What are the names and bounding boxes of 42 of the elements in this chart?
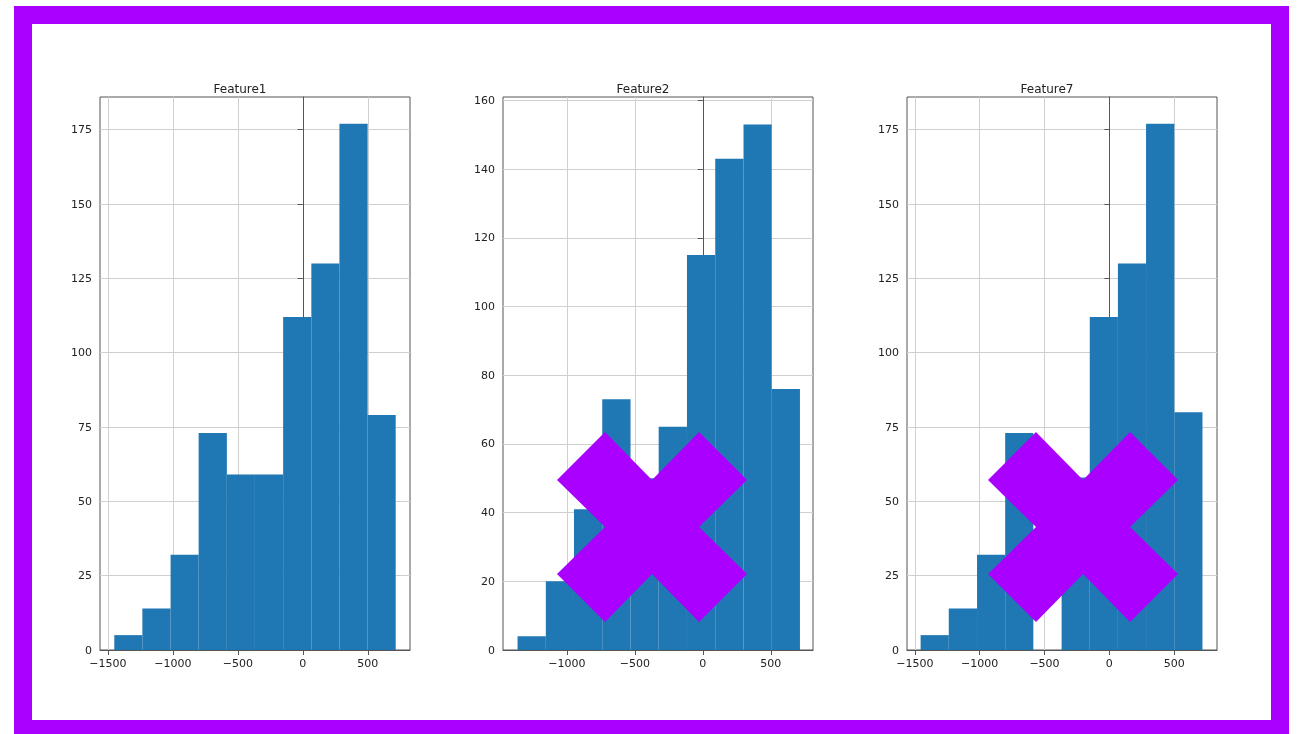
y-tick-label: 125 (878, 271, 899, 285)
y-tick-label: 120 (474, 231, 495, 245)
x-tick-label: 500 (760, 657, 782, 670)
y-tick-label: 160 (474, 93, 495, 107)
x-tick-label: 500 (1163, 657, 1185, 670)
y-tick-label: 125 (71, 271, 92, 285)
x-tick-label: −1500 (89, 657, 127, 670)
x-tick-label: 0 (699, 657, 707, 670)
y-tick-label: 25 (885, 569, 899, 583)
x-tick-label: −500 (222, 657, 253, 670)
x-tick-label: 0 (299, 657, 307, 670)
y-tick-label: 0 (488, 643, 495, 657)
y-tick-label: 50 (78, 494, 92, 508)
x-tick-label: −1000 (548, 657, 586, 670)
y-tick-label: 140 (474, 162, 495, 176)
x-tick-label: −500 (619, 657, 650, 670)
x-tick-label: 500 (357, 657, 379, 670)
y-tick-label: 25 (78, 569, 92, 583)
y-tick-label: 100 (474, 300, 495, 314)
x-tick-label: −500 (1029, 657, 1060, 670)
y-tick-label: 150 (71, 197, 92, 211)
chart-title: Feature1 (213, 82, 267, 96)
y-tick-label: 175 (878, 123, 899, 137)
y-tick-label: 40 (481, 506, 495, 520)
y-tick-label: 100 (71, 346, 92, 360)
x-tick-label: −1000 (154, 657, 192, 670)
y-tick-label: 0 (85, 643, 92, 657)
y-tick-label: 75 (78, 420, 92, 434)
y-tick-label: 50 (885, 494, 899, 508)
chart-title: Feature2 (616, 82, 670, 96)
y-tick-label: 175 (71, 123, 92, 137)
y-tick-label: 150 (878, 197, 899, 211)
x-tick-label: 0 (1105, 657, 1113, 670)
chart-title: Feature7 (1020, 82, 1074, 96)
y-tick-label: 75 (885, 420, 899, 434)
y-tick-label: 60 (481, 437, 495, 451)
x-tick-label: −1500 (896, 657, 934, 670)
y-tick-label: 80 (481, 368, 495, 382)
y-tick-label: 100 (878, 346, 899, 360)
y-tick-label: 20 (481, 574, 495, 588)
x-tick-label: −1000 (961, 657, 999, 670)
y-tick-label: 0 (892, 643, 899, 657)
